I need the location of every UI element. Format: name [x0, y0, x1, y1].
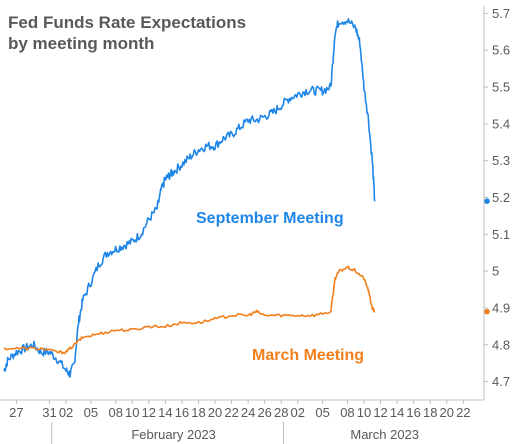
- x-tick-label: 05: [315, 405, 329, 420]
- y-tick-label: 5.3: [492, 153, 510, 168]
- chart-title-line-1: Fed Funds Rate Expectations: [8, 13, 247, 32]
- x-tick-label: 20: [208, 405, 222, 420]
- x-tick-label: 08: [108, 405, 122, 420]
- y-tick-label: 4.9: [492, 300, 510, 315]
- y-tick-label: 5.5: [492, 80, 510, 95]
- x-tick-label: 20: [440, 405, 454, 420]
- x-tick-label: 26: [257, 405, 271, 420]
- x-tick-label: 10: [357, 405, 371, 420]
- y-tick-label: 5.6: [492, 43, 510, 58]
- x-tick-label: 22: [456, 405, 470, 420]
- y-tick-label: 5: [492, 264, 499, 279]
- x-tick-label: 18: [423, 405, 437, 420]
- chart-title: Fed Funds Rate Expectations by meeting m…: [8, 12, 246, 54]
- y-tick-label: 4.8: [492, 337, 510, 352]
- x-tick-label: 14: [390, 405, 404, 420]
- x-tick-label: 02: [59, 405, 73, 420]
- last-value-marker-september: [484, 198, 490, 204]
- x-tick-label: 28: [274, 405, 288, 420]
- x-tick-label: 12: [373, 405, 387, 420]
- last-value-marker-march: [484, 308, 490, 315]
- x-tick-label: 31: [42, 405, 56, 420]
- x-tick-label: 16: [175, 405, 189, 420]
- y-tick-label: 5.7: [492, 6, 510, 21]
- x-tick-label: 16: [406, 405, 420, 420]
- chart-title-line-2: by meeting month: [8, 34, 155, 53]
- x-tick-label: 24: [241, 405, 255, 420]
- series-line-september: [3, 17, 376, 378]
- y-tick-label: 5.1: [492, 227, 510, 242]
- x-tick-label: 18: [191, 405, 205, 420]
- x-tick-label: 02: [291, 405, 305, 420]
- y-tick-label: 5.2: [492, 190, 510, 205]
- x-tick-label: 27: [9, 405, 23, 420]
- series-line-march: [3, 265, 376, 355]
- y-tick-label: 5.4: [492, 116, 510, 131]
- month-label: February 2023: [131, 427, 216, 442]
- x-tick-label: 14: [158, 405, 172, 420]
- month-label: March 2023: [350, 427, 419, 442]
- march-meeting-label: March Meeting: [252, 347, 365, 364]
- september-meeting-label: September Meeting: [196, 210, 344, 227]
- x-tick-label: 22: [224, 405, 238, 420]
- x-tick-label: 12: [142, 405, 156, 420]
- x-tick-label: 05: [84, 405, 98, 420]
- y-tick-label: 4.7: [492, 374, 510, 389]
- x-tick-label: 08: [340, 405, 354, 420]
- x-tick-label: 10: [125, 405, 139, 420]
